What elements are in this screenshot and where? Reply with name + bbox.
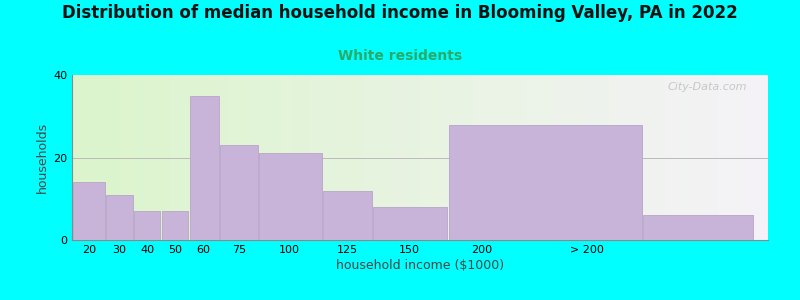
Bar xyxy=(162,211,188,240)
Bar xyxy=(259,153,322,240)
Y-axis label: households: households xyxy=(36,122,49,193)
Bar xyxy=(449,124,642,240)
Bar xyxy=(73,182,105,240)
Bar xyxy=(220,145,258,240)
Text: City-Data.com: City-Data.com xyxy=(668,82,747,92)
X-axis label: household income ($1000): household income ($1000) xyxy=(336,259,504,272)
Bar xyxy=(134,211,160,240)
Bar xyxy=(643,215,754,240)
Bar xyxy=(106,195,133,240)
Bar xyxy=(190,96,219,240)
Text: Distribution of median household income in Blooming Valley, PA in 2022: Distribution of median household income … xyxy=(62,4,738,22)
Bar xyxy=(323,190,372,240)
Bar xyxy=(374,207,447,240)
Text: White residents: White residents xyxy=(338,50,462,64)
